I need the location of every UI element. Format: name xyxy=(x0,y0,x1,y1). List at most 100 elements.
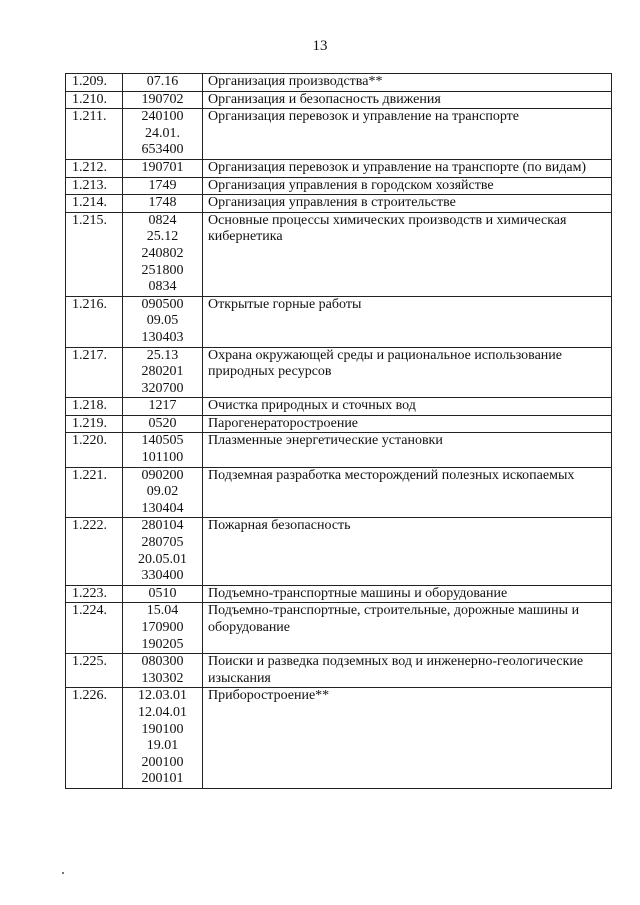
row-number: 1.220. xyxy=(65,432,123,468)
code: 090500 xyxy=(141,296,184,312)
row-codes: 25.13 280201 320700 xyxy=(122,346,203,399)
row-codes: 15.04 170900 190205 xyxy=(122,602,203,655)
code: 090200 xyxy=(141,467,184,483)
table-row: 1.212. 190701 Организация перевозок и упра… xyxy=(65,158,612,178)
code: 130403 xyxy=(141,329,184,345)
code: 19.01 xyxy=(146,738,179,754)
specialties-table: 1.209. 07.16 Организация производства** 1.2… xyxy=(65,73,612,789)
row-codes: 1748 xyxy=(122,194,203,213)
code: 320700 xyxy=(141,380,184,396)
code: 653400 xyxy=(141,142,184,158)
row-number: 1.224. xyxy=(65,602,123,655)
code: 1749 xyxy=(148,177,177,193)
table-row: 1.222. 280104 280705 20.05.01 330400 Пожарная… xyxy=(65,517,612,586)
row-name: Охрана окружающей среды и рациональное и… xyxy=(202,346,612,399)
row-codes: 1749 xyxy=(122,176,203,196)
table-row: 1.219. 0520 Парогенераторостроение xyxy=(65,414,612,434)
row-number: 1.209. xyxy=(65,73,123,92)
row-number: 1.223. xyxy=(65,584,123,604)
code: 130404 xyxy=(141,500,184,516)
code: 280201 xyxy=(141,364,184,380)
table-row: 1.214. 1748 Организация управления в строи… xyxy=(65,194,612,213)
row-codes: 080300 130302 xyxy=(122,653,203,689)
row-number: 1.214. xyxy=(65,194,123,213)
table-row: 1.215. 0824 25.12 240802 251800 0834 Основные … xyxy=(65,211,612,297)
table-row: 1.216. 090500 09.05 130403 Открытые горные р… xyxy=(65,295,612,348)
code: 1748 xyxy=(148,195,177,211)
code: 07.16 xyxy=(146,74,179,89)
row-name: Организация управления в городском хозяй… xyxy=(202,176,612,196)
row-number: 1.218. xyxy=(65,397,123,416)
row-name: Подъемно-транспортные машины и оборудова… xyxy=(202,584,612,604)
row-number: 1.211. xyxy=(65,108,123,160)
row-codes: 190702 xyxy=(122,90,203,110)
row-number: 1.215. xyxy=(65,211,123,297)
scan-speck xyxy=(62,872,64,874)
code: 25.13 xyxy=(146,347,179,363)
table-row: 1.226. 12.03.01 12.04.01 190100 19.01 200100 2… xyxy=(65,687,612,789)
row-number: 1.210. xyxy=(65,90,123,110)
table-row: 1.210. 190702 Организация и безопасность д… xyxy=(65,90,612,110)
row-name: Поиски и разведка подземных вод и инжене… xyxy=(202,653,612,689)
table-row: 1.223. 0510 Подъемно-транспортные машины и… xyxy=(65,584,612,604)
code: 12.04.01 xyxy=(138,704,187,720)
code: 140505 xyxy=(141,433,184,449)
row-name: Парогенераторостроение xyxy=(202,414,612,434)
code: 09.05 xyxy=(146,313,179,329)
code: 190701 xyxy=(141,159,184,175)
code: 25.12 xyxy=(146,229,179,245)
row-codes: 0510 xyxy=(122,584,203,604)
row-number: 1.219. xyxy=(65,414,123,434)
code: 280705 xyxy=(141,535,184,551)
code: 330400 xyxy=(141,568,184,584)
code: 130302 xyxy=(141,670,184,686)
table-row: 1.225. 080300 130302 Поиски и разведка подз… xyxy=(65,653,612,689)
row-codes: 280104 280705 20.05.01 330400 xyxy=(122,517,203,586)
row-number: 1.222. xyxy=(65,517,123,586)
row-name: Открытые горные работы xyxy=(202,295,612,348)
code: 251800 xyxy=(141,262,184,278)
row-number: 1.212. xyxy=(65,158,123,178)
table-row: 1.220. 140505 101100 Плазменные энергетичес… xyxy=(65,432,612,468)
row-number: 1.225. xyxy=(65,653,123,689)
table-row: 1.217. 25.13 280201 320700 Охрана окружающей… xyxy=(65,346,612,399)
code: 0510 xyxy=(148,585,177,601)
code: 280104 xyxy=(141,518,184,534)
row-name: Пожарная безопасность xyxy=(202,517,612,586)
code: 170900 xyxy=(141,620,184,635)
code: 240100 xyxy=(141,109,184,125)
code: 20.05.01 xyxy=(138,551,187,567)
code: 101100 xyxy=(141,450,184,466)
table-row: 1.224. 15.04 170900 190205 Подъемно-транспор… xyxy=(65,602,612,655)
code: 190100 xyxy=(141,721,184,737)
row-name: Подземная разработка месторождений полез… xyxy=(202,466,612,519)
code: 080300 xyxy=(141,654,184,670)
row-codes: 0824 25.12 240802 251800 0834 xyxy=(122,211,203,297)
row-codes: 1217 xyxy=(122,397,203,416)
code: 190702 xyxy=(141,91,184,107)
row-number: 1.216. xyxy=(65,295,123,348)
code: 12.03.01 xyxy=(138,688,187,704)
row-name: Плазменные энергетические установки xyxy=(202,432,612,468)
page-number: 13 xyxy=(312,38,328,54)
code: 09.02 xyxy=(146,484,179,500)
table-row: 1.218. 1217 Очистка природных и сточных во… xyxy=(65,397,612,416)
row-number: 1.221. xyxy=(65,466,123,519)
row-number: 1.226. xyxy=(65,687,123,789)
code: 0520 xyxy=(148,415,177,431)
code: 1217 xyxy=(148,398,177,414)
row-codes: 190701 xyxy=(122,158,203,178)
row-name: Организация управления в строительстве xyxy=(202,194,612,213)
row-codes: 12.03.01 12.04.01 190100 19.01 200100 200101 xyxy=(122,687,203,789)
row-name: Основные процессы химических производств… xyxy=(202,211,612,297)
row-codes: 140505 101100 xyxy=(122,432,203,468)
row-name: Подъемно-транспортные, строительные, дор… xyxy=(202,602,612,655)
row-name: Организация перевозок и управление на тр… xyxy=(202,108,612,160)
code: 15.04 xyxy=(146,603,179,619)
row-number: 1.213. xyxy=(65,176,123,196)
row-name: Организация и безопасность движения xyxy=(202,90,612,110)
table-row: 1.209. 07.16 Организация производства** xyxy=(65,73,612,92)
row-codes: 240100 24.01. 653400 xyxy=(122,108,203,160)
code: 240802 xyxy=(141,245,184,261)
row-codes: 0520 xyxy=(122,414,203,434)
